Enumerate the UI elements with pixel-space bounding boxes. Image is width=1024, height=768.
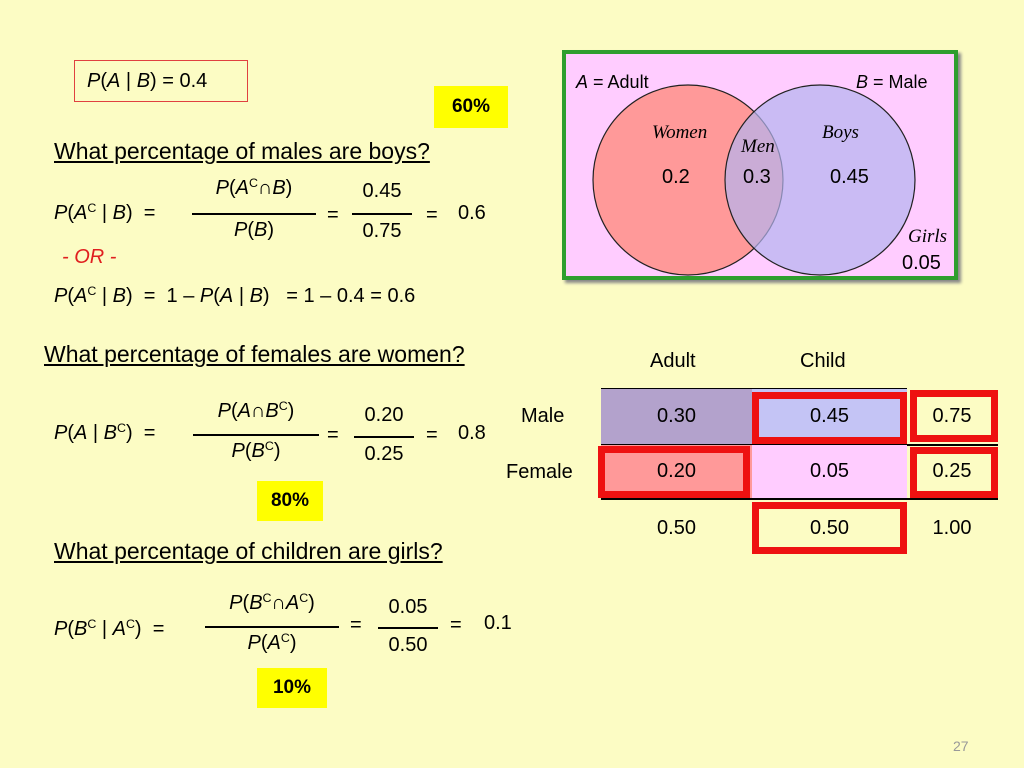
cell-female-total: 0.25 bbox=[932, 460, 972, 482]
cell-male-total: 0.75 bbox=[932, 405, 972, 427]
cell-female-child: 0.05 bbox=[752, 445, 907, 498]
highlight-female-total bbox=[910, 447, 998, 498]
q3-value-fraction: 0.05 0.50 bbox=[378, 594, 438, 666]
venn-label-a: A = Adult bbox=[576, 72, 649, 93]
a-symbol: A bbox=[107, 70, 121, 92]
equals-sign: = bbox=[327, 204, 339, 226]
male-text: = Male bbox=[868, 72, 928, 92]
q1-formula-fraction: P(AC∩B) P(B) bbox=[192, 175, 316, 251]
answer-badge-60: 60% bbox=[434, 86, 508, 128]
adult-text: = Adult bbox=[588, 72, 649, 92]
q3-lhs: P(BC | AC) = bbox=[54, 617, 165, 640]
cell-male-adult: 0.30 bbox=[601, 389, 752, 444]
question-1: What percentage of males are boys? bbox=[54, 138, 430, 164]
bar-symbol: | bbox=[125, 70, 132, 92]
cell-total-child: 0.50 bbox=[810, 516, 849, 539]
venn-circles bbox=[592, 84, 916, 276]
equals-sign: = bbox=[426, 424, 438, 446]
page-number: 27 bbox=[953, 738, 969, 754]
q1-numerator: 0.45 bbox=[362, 180, 402, 202]
q1-result: 0.6 bbox=[458, 202, 486, 224]
question-2: What percentage of females are women? bbox=[44, 341, 465, 367]
equals-sign: = bbox=[450, 614, 462, 636]
highlight-female-adult bbox=[598, 446, 750, 498]
highlight-male-child bbox=[752, 392, 907, 444]
girls-label: Girls bbox=[908, 226, 948, 247]
q3-denominator: 0.50 bbox=[388, 634, 428, 656]
table-bottom-border bbox=[601, 498, 998, 500]
answer-badge-80: 80% bbox=[257, 481, 323, 521]
boys-label: Boys bbox=[822, 122, 859, 143]
q3-numerator: 0.05 bbox=[388, 596, 428, 618]
girls-value: 0.05 bbox=[902, 252, 941, 274]
given-value: ) = 0.4 bbox=[150, 70, 208, 92]
equals-sign: = bbox=[327, 424, 339, 446]
q2-value-fraction: 0.20 0.25 bbox=[354, 402, 414, 474]
women-label: Women bbox=[652, 122, 708, 143]
cell-total-total: 1.00 bbox=[932, 516, 972, 539]
q1-lhs: P(AC | B) = bbox=[54, 201, 156, 224]
q1-value-fraction: 0.45 0.75 bbox=[352, 178, 412, 250]
given-probability-box: P(A | B) = 0.4 bbox=[74, 60, 248, 102]
answer-badge-10: 10% bbox=[257, 668, 327, 708]
p-symbol: P bbox=[87, 70, 101, 92]
cell-female-adult: 0.20 bbox=[601, 445, 752, 498]
q2-formula-fraction: P(A∩BC) P(BC) bbox=[193, 398, 319, 474]
equals-sign: = bbox=[350, 614, 362, 636]
men-label: Men bbox=[741, 136, 775, 157]
q2-denominator: 0.25 bbox=[364, 443, 404, 465]
boys-value: 0.45 bbox=[830, 166, 869, 188]
men-value: 0.3 bbox=[743, 166, 771, 188]
q1-alt-formula: P(AC | B) = 1 – P(A | B) = 1 – 0.4 = 0.6 bbox=[54, 284, 416, 307]
or-label: - OR - bbox=[62, 246, 117, 268]
highlight-male-total bbox=[910, 390, 998, 442]
q1-alt-result: = 1 – 0.4 = 0.6 bbox=[286, 285, 416, 307]
a-symbol: A bbox=[576, 72, 589, 92]
venn-diagram: A = Adult B = Male Women Men Boys Girls … bbox=[562, 50, 958, 280]
table-row-label-female: Female bbox=[506, 461, 573, 483]
women-value: 0.2 bbox=[662, 166, 690, 188]
cell-total-adult: 0.50 bbox=[657, 516, 696, 539]
table-top-border bbox=[601, 388, 907, 390]
q2-numerator: 0.20 bbox=[364, 404, 404, 426]
q3-result: 0.1 bbox=[484, 612, 512, 634]
venn-label-b: B = Male bbox=[856, 72, 928, 93]
table-mid-border bbox=[601, 444, 998, 446]
equals-sign: = bbox=[426, 204, 438, 226]
highlight-total-child bbox=[752, 502, 907, 554]
table-header-child: Child bbox=[800, 350, 846, 372]
b-symbol: B bbox=[856, 72, 869, 92]
b-symbol: B bbox=[136, 70, 151, 92]
q2-lhs: P(A | BC) = bbox=[54, 421, 156, 444]
question-3: What percentage of children are girls? bbox=[54, 538, 443, 564]
q1-denominator: 0.75 bbox=[362, 220, 402, 242]
q3-formula-fraction: P(BC∩AC) P(AC) bbox=[205, 590, 339, 666]
table-header-adult: Adult bbox=[650, 350, 696, 372]
table-row-label-male: Male bbox=[521, 405, 565, 427]
q2-result: 0.8 bbox=[458, 422, 486, 444]
boys-circle bbox=[724, 84, 916, 276]
